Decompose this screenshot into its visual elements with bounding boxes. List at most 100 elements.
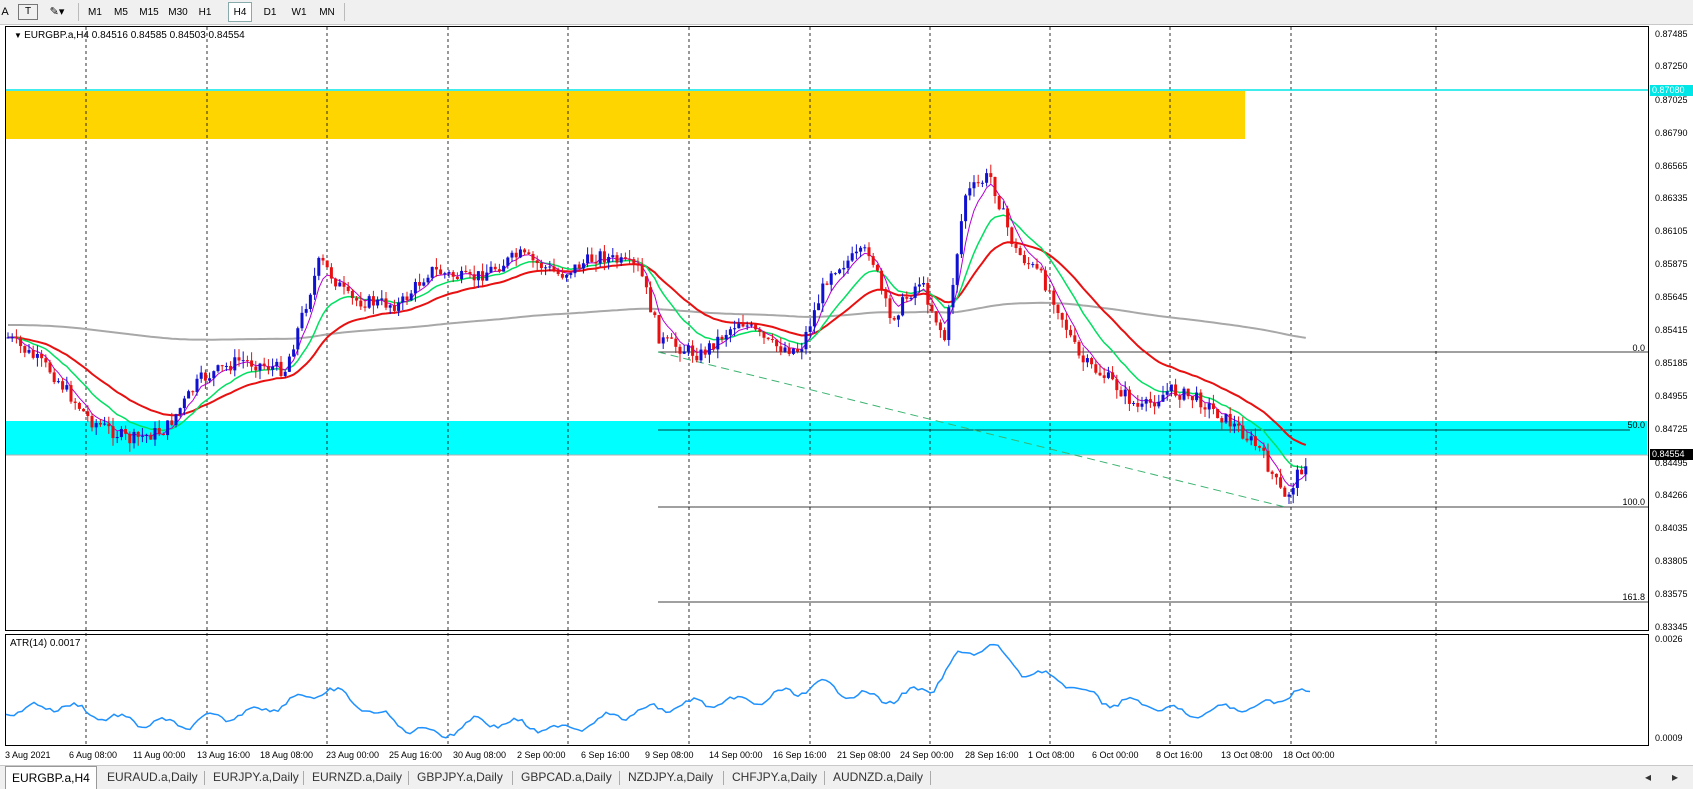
timeframe-m15-button[interactable]: M15 <box>139 7 159 18</box>
tab-nzdjpy-daily[interactable]: NZDJPY.a,Daily <box>628 770 714 784</box>
candle-body <box>111 426 115 439</box>
atr-axis-label: 0.0009 <box>1655 733 1683 743</box>
candle-body <box>443 273 447 275</box>
candle-body <box>787 347 791 354</box>
candle-body <box>384 298 388 308</box>
tab-scroll-left-icon[interactable]: ◂ <box>1645 770 1652 784</box>
candle-body <box>997 196 1001 210</box>
text-tool-button[interactable]: T <box>18 4 38 20</box>
candle-body <box>1274 473 1278 478</box>
tab-eurgbp-h4[interactable]: EURGBP.a,H4 <box>5 766 97 789</box>
candle-body <box>800 349 804 352</box>
candle-body <box>607 257 611 263</box>
candle-body <box>968 188 972 196</box>
price-chart-pane[interactable] <box>5 26 1649 631</box>
candle-body <box>1169 384 1173 392</box>
candle-body <box>94 423 98 428</box>
candle-body <box>728 329 732 335</box>
candle-body <box>342 282 346 287</box>
candle-body <box>464 270 468 273</box>
candle-body <box>657 315 661 344</box>
candle-body <box>581 263 585 269</box>
timeframe-m30-button[interactable]: M30 <box>168 7 188 18</box>
candle-body <box>1195 392 1199 401</box>
cursor-tool-button[interactable]: A <box>1 6 9 18</box>
candle-body <box>640 265 644 277</box>
candle-body <box>867 247 871 257</box>
candle-body <box>497 269 501 272</box>
tab-scroll-right-icon[interactable]: ▸ <box>1672 770 1679 784</box>
chevron-down-icon[interactable]: ▼ <box>14 31 25 40</box>
candle-body <box>73 401 77 403</box>
candle-body <box>619 257 623 263</box>
candle-body <box>539 263 543 269</box>
tab-gbpcad-daily[interactable]: GBPCAD.a,Daily <box>521 770 612 784</box>
candle-body <box>48 362 52 373</box>
tab-audnzd-daily[interactable]: AUDNZD.a,Daily <box>833 770 924 784</box>
candle-body <box>317 257 321 276</box>
fibo-level-label: 50.0 <box>1627 420 1645 430</box>
tab-euraud-daily[interactable]: EURAUD.a,Daily <box>107 770 198 784</box>
timeframe-mn-button[interactable]: MN <box>319 7 335 18</box>
candle-body <box>1077 341 1081 356</box>
moving-averages-layer <box>7 183 1307 487</box>
timeframe-m5-button[interactable]: M5 <box>114 7 128 18</box>
price-axis-label: 0.86790 <box>1655 128 1688 138</box>
candle-body <box>56 381 60 383</box>
time-axis-label: 8 Oct 16:00 <box>1156 750 1203 760</box>
candle-body <box>308 294 312 310</box>
current-price-tag: 0.84554 <box>1650 449 1693 460</box>
price-axis-label: 0.85415 <box>1655 325 1688 335</box>
candle-body <box>61 381 65 390</box>
chart-tabs-bar: EURGBP.a,H4 EURAUD.a,Daily EURJPY.a,Dail… <box>0 765 1693 789</box>
candle-body <box>602 251 606 263</box>
candle-body <box>174 414 178 425</box>
ma-fast-line <box>7 183 1307 487</box>
candle-body <box>922 283 926 285</box>
candle-body <box>447 272 451 274</box>
candle-body <box>166 420 170 436</box>
candle-body <box>682 351 686 354</box>
timeframe-m1-button[interactable]: M1 <box>88 7 102 18</box>
candle-body <box>35 353 39 358</box>
candle-body <box>741 323 745 327</box>
candle-body <box>783 347 787 352</box>
candle-body <box>812 310 816 327</box>
candle-body <box>1127 389 1131 404</box>
candle-body <box>531 253 535 261</box>
candle-body <box>128 433 132 444</box>
candle-body <box>661 337 665 344</box>
candle-body <box>409 293 413 301</box>
candle-body <box>1153 402 1157 407</box>
ma-slow-line <box>8 241 1307 446</box>
candle-body <box>1270 471 1274 474</box>
candle-body <box>884 289 888 299</box>
candle-body <box>1232 423 1236 427</box>
candle-body <box>821 283 825 304</box>
tab-gbpjpy-daily[interactable]: GBPJPY.a,Daily <box>417 770 503 784</box>
candle-body <box>586 254 590 264</box>
tab-eurnzd-daily[interactable]: EURNZD.a,Daily <box>312 770 403 784</box>
shapes-tool-button[interactable]: ✎▾ <box>44 2 70 22</box>
candle-body <box>964 195 968 222</box>
candle-body <box>296 328 300 350</box>
candle-body <box>418 282 422 286</box>
atr-axis-label: 0.0026 <box>1655 634 1683 644</box>
candle-body <box>161 433 165 436</box>
time-axis-label: 25 Aug 16:00 <box>389 750 443 760</box>
atr-indicator-pane[interactable] <box>5 634 1649 746</box>
timeframe-h1-button[interactable]: H1 <box>198 7 212 18</box>
candle-body <box>304 309 308 313</box>
timeframe-d1-button[interactable]: D1 <box>263 7 277 18</box>
timeframe-w1-button[interactable]: W1 <box>291 7 307 18</box>
timeframe-h4-button[interactable]: H4 <box>228 2 252 22</box>
atr-label: ATR(14) 0.0017 <box>10 638 81 649</box>
time-axis-label: 30 Aug 08:00 <box>453 750 507 760</box>
tab-chfjpy-daily[interactable]: CHFJPY.a,Daily <box>732 770 818 784</box>
candle-body <box>1148 399 1152 403</box>
candle-body <box>1165 391 1169 395</box>
tab-eurjpy-daily[interactable]: EURJPY.a,Daily <box>213 770 299 784</box>
candle-body <box>909 297 913 299</box>
candle-body <box>854 251 858 254</box>
candle-body <box>930 304 934 312</box>
